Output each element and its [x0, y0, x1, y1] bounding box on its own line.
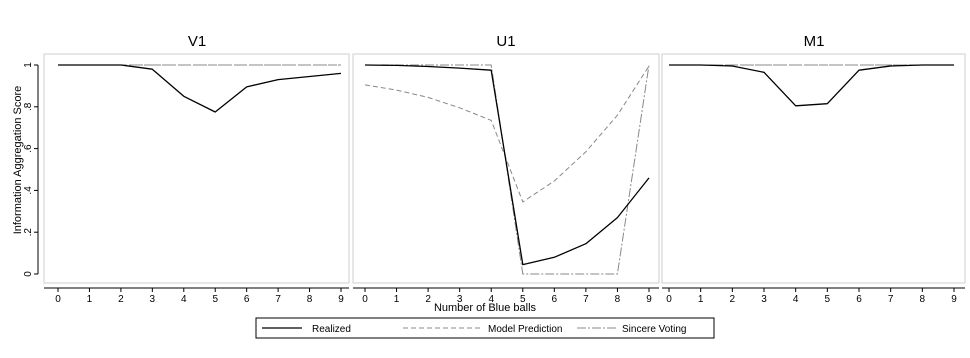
- x-tick-label: 3: [457, 294, 463, 305]
- x-tick-label: 2: [425, 294, 431, 305]
- y-tick-label: .6: [23, 144, 34, 153]
- y-tick-label: .4: [23, 186, 34, 195]
- panel-v1: V1 0 .2 .4 .6 .8 1 0 1 2 3 4 5 6 7 8 9: [23, 33, 350, 305]
- x-tick-label: 9: [338, 294, 344, 305]
- y-tick-label: .2: [23, 228, 34, 237]
- panel-m1: M1 0 1 2 3 4 5 6 7 8 9: [661, 33, 966, 305]
- series-line-realized-v1: [58, 64, 342, 113]
- x-tick-label: 7: [888, 294, 894, 305]
- panel-u1: U1 0 1 2 3 4 5 6 7 8 9: [352, 33, 660, 305]
- x-tick-label: 1: [87, 294, 93, 305]
- panel-title-v1: V1: [188, 33, 206, 50]
- x-tick-label: 1: [394, 294, 400, 305]
- y-tick-label: 0: [23, 271, 34, 277]
- x-tick-label: 0: [666, 294, 672, 305]
- y-tick-label: 1: [23, 62, 34, 68]
- x-tick-label: 0: [55, 294, 61, 305]
- panel-title-u1: U1: [496, 33, 515, 50]
- legend-label-model-prediction: Model Prediction: [488, 324, 562, 335]
- x-tick-label: 3: [761, 294, 767, 305]
- x-tick-label: 6: [856, 294, 862, 305]
- x-tick-label: 7: [275, 294, 281, 305]
- x-tick-label: 8: [615, 294, 621, 305]
- plot-frame-m1: [661, 53, 966, 284]
- x-tick-label: 4: [793, 294, 799, 305]
- x-tick-label: 4: [181, 294, 187, 305]
- x-tick-label: 9: [951, 294, 957, 305]
- x-axis-title: Number of Blue balls: [434, 302, 537, 314]
- series-line-model-prediction-u1: [364, 65, 650, 203]
- x-tick-label: 6: [244, 294, 250, 305]
- legend-box: [255, 317, 715, 339]
- x-tick-label: 2: [118, 294, 124, 305]
- x-tick-label: 3: [150, 294, 156, 305]
- y-axis-title: Information Aggregation Score: [12, 86, 24, 235]
- x-tick-label: 9: [646, 294, 652, 305]
- panel-title-m1: M1: [804, 33, 825, 50]
- x-tick-label: 4: [488, 294, 494, 305]
- legend: Realized Model Prediction Sincere Voting: [255, 317, 715, 339]
- x-tick-label: 5: [520, 294, 526, 305]
- x-tick-label: 7: [583, 294, 589, 305]
- series-line-realized-m1: [669, 64, 954, 107]
- x-tick-label: 6: [552, 294, 558, 305]
- x-tick-label: 5: [825, 294, 831, 305]
- x-tick-label: 8: [920, 294, 926, 305]
- legend-label-realized: Realized: [312, 324, 351, 335]
- x-tick-label: 1: [698, 294, 704, 305]
- series-line-realized-u1: [364, 64, 650, 266]
- legend-label-sincere-voting: Sincere Voting: [622, 324, 687, 335]
- x-tick-label: 8: [307, 294, 313, 305]
- x-tick-label: 2: [730, 294, 736, 305]
- plot-frame-v1: [43, 53, 350, 284]
- x-tick-label: 0: [362, 294, 368, 305]
- plot-frame-u1: [352, 53, 660, 284]
- x-tick-label: 5: [212, 294, 218, 305]
- y-tick-label: .8: [23, 102, 34, 111]
